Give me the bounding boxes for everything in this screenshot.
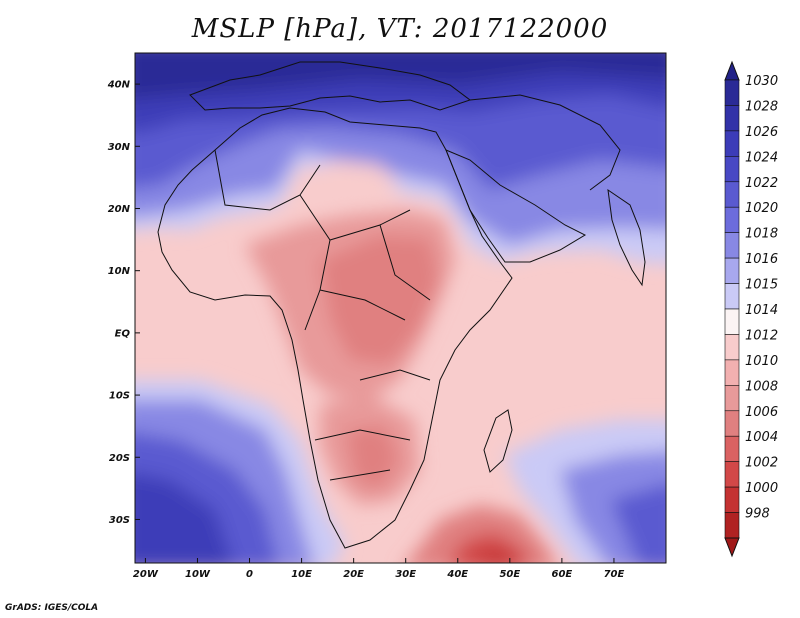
colorbar-swatch — [724, 359, 740, 386]
colorbar-label: 1028 — [745, 99, 778, 114]
colorbar-swatch — [724, 105, 740, 132]
colorbar-label: 1008 — [745, 379, 778, 394]
india — [607, 188, 646, 287]
coastlines — [157, 61, 646, 549]
colorbar-swatch — [724, 181, 740, 208]
colorbar-swatch — [724, 435, 740, 462]
colorbar-label: 1024 — [745, 150, 778, 165]
colorbar-label: 1022 — [745, 176, 778, 191]
arabian-peninsula — [445, 149, 587, 263]
lat-tick-label: 40N — [107, 80, 131, 91]
colorbar-label: 1002 — [745, 456, 778, 471]
madagascar — [483, 409, 513, 473]
border-lines — [214, 149, 431, 481]
colorbar: 1030 1028 1026 1024 1022 1020 1018 1016 1015 1014… — [724, 60, 778, 558]
colorbar-swatch — [724, 385, 740, 412]
colorbar-label: 1012 — [745, 328, 778, 343]
colorbar-swatch — [724, 486, 740, 513]
map-frame — [134, 52, 667, 564]
colorbar-label: 1030 — [745, 74, 778, 89]
lat-tick-label: 30N — [108, 142, 131, 153]
lon-tick-label: 10E — [291, 569, 312, 580]
lat-tick-label: EQ — [115, 328, 131, 339]
lat-tick-label: 20N — [108, 204, 131, 215]
colorbar-label: 1018 — [745, 227, 778, 242]
lon-axis: 20W 10W 0 10E 20E 30E 40E 50E 60E 70E — [133, 558, 625, 580]
lon-tick-label: 60E — [552, 569, 573, 580]
colorbar-label: 1026 — [745, 125, 778, 140]
lon-tick-label: 70E — [604, 569, 625, 580]
lon-tick-label: 20W — [133, 569, 159, 580]
lon-tick-label: 50E — [499, 569, 520, 580]
lat-tick-label: 10S — [109, 391, 130, 402]
lat-tick-label: 30S — [109, 515, 130, 526]
colorbar-label: 1014 — [745, 303, 778, 318]
lon-tick-label: 10W — [185, 569, 211, 580]
colorbar-swatch — [724, 232, 740, 259]
colorbar-swatch — [724, 461, 740, 488]
africa-coastline — [157, 107, 513, 549]
colorbar-swatch — [724, 257, 740, 284]
colorbar-swatch — [724, 156, 740, 183]
lon-tick-label: 0 — [246, 569, 253, 580]
lon-tick-label: 30E — [395, 569, 416, 580]
colorbar-swatch — [724, 130, 740, 157]
colorbar-label: 1010 — [745, 354, 778, 369]
lat-tick-label: 10N — [108, 266, 131, 277]
europe-coast — [189, 61, 472, 111]
caspian-coast — [469, 94, 621, 191]
colorbar-label: 1015 — [745, 278, 778, 293]
colorbar-label: 998 — [745, 507, 770, 522]
colorbar-label: 1004 — [745, 430, 778, 445]
colorbar-label: 1016 — [745, 252, 778, 267]
grads-credit: GrADS: IGES/COLA — [5, 603, 99, 613]
colorbar-label: 1006 — [745, 405, 778, 420]
colorbar-swatch — [724, 308, 740, 335]
map-title: MSLP [hPa], VT: 2017122000 — [191, 14, 609, 44]
colorbar-top-arrow — [724, 60, 740, 81]
lat-tick-label: 20S — [109, 453, 130, 464]
colorbar-bottom-arrow — [724, 537, 740, 558]
pressure-field — [135, 53, 666, 563]
colorbar-swatch — [724, 410, 740, 437]
colorbar-swatch — [724, 283, 740, 310]
colorbar-label: 1020 — [745, 201, 778, 216]
colorbar-label: 1000 — [745, 481, 778, 496]
lat-axis: 40N 30N 20N 10N EQ 10S 20S 30S — [107, 80, 140, 526]
colorbar-swatch — [724, 79, 740, 106]
lon-tick-label: 40E — [446, 569, 468, 580]
lon-tick-label: 20E — [343, 569, 364, 580]
colorbar-swatch — [724, 512, 740, 539]
colorbar-swatch — [724, 334, 740, 361]
colorbar-swatch — [724, 206, 740, 233]
